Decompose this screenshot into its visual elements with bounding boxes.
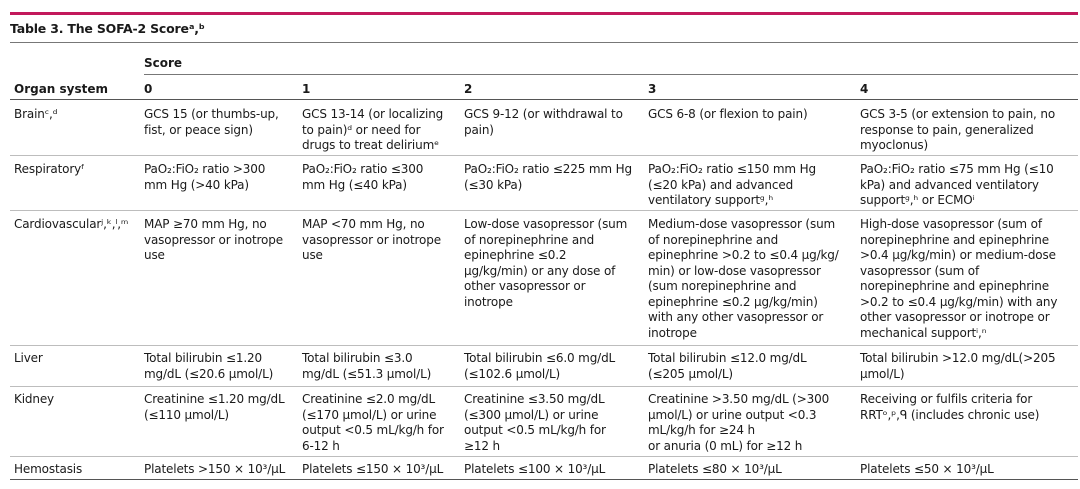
score-cell-3: PaO₂:FiO₂ ratio ≤150 mm Hg (≤20 kPa) and…	[648, 162, 816, 207]
column-header-row: Organ system 0 1 2 3 4	[10, 82, 1078, 98]
row-divider	[10, 345, 1078, 346]
score-cell-2: Platelets ≤100 × 10³/μL	[464, 462, 606, 476]
score-cell-2: Total bilirubin ≤6.0 mg/dL (≤102.6 μmol/…	[464, 351, 616, 381]
organ-label: Brainᶜ,ᵈ	[14, 107, 58, 121]
score-cell-4: Receiving or fulfils criteria for RRTᵒ,ᵖ…	[860, 392, 1040, 422]
score-cell-3: Creatinine >3.50 mg/dL (>300 μmol/L) or …	[648, 392, 830, 453]
header-divider	[10, 99, 1078, 100]
score-cell-1: Total bilirubin ≤3.0 mg/dL (≤51.3 μmol/L…	[302, 351, 432, 381]
score-cell-0: Platelets >150 × 10³/μL	[144, 462, 286, 476]
score-cell-0: Creatinine ≤1.20 mg/dL (≤110 μmol/L)	[144, 392, 285, 422]
score-cell-1: MAP <70 mm Hg, no vasopressor or inotrop…	[302, 217, 441, 262]
score-cell-4: Total bilirubin >12.0 mg/dL(>205 μmol/L)	[860, 351, 1056, 381]
score-cell-3: GCS 6-8 (or flexion to pain)	[648, 107, 808, 121]
score-cell-1: Creatinine ≤2.0 mg/dL (≤170 μmol/L) or u…	[302, 392, 444, 453]
bottom-divider	[10, 479, 1078, 480]
organ-label: Kidney	[14, 392, 55, 406]
header-organ-system: Organ system	[14, 82, 109, 96]
score-cell-2: GCS 9-12 (or withdrawal to pain)	[464, 107, 623, 137]
score-cell-3: Total bilirubin ≤12.0 mg/dL (≤205 μmol/L…	[648, 351, 807, 381]
score-cell-4: PaO₂:FiO₂ ratio ≤75 mm Hg (≤10 kPa) and …	[860, 162, 1054, 207]
row-divider	[10, 155, 1078, 156]
score-cell-4: GCS 3-5 (or extension to pain, no respon…	[860, 107, 1056, 152]
row-divider	[10, 386, 1078, 387]
score-cell-2: Creatinine ≤3.50 mg/dL (≤300 μmol/L) or …	[464, 392, 606, 453]
header-score-2: 2	[464, 82, 473, 96]
score-cell-1: PaO₂:FiO₂ ratio ≤300 mm Hg (≤40 kPa)	[302, 162, 424, 192]
header-score-4: 4	[860, 82, 869, 96]
score-cell-1: Platelets ≤150 × 10³/μL	[302, 462, 444, 476]
row-divider	[10, 456, 1078, 457]
organ-label: Cardiovascularʲ,ᵏ,ˡ,ᵐ	[14, 217, 129, 231]
score-cell-0: MAP ≥70 mm Hg, no vasopressor or inotrop…	[144, 217, 283, 262]
score-group-header: Score	[144, 56, 183, 70]
score-cell-2: Low-dose vasopressor (sum of norepinephr…	[464, 217, 628, 309]
header-score-0: 0	[144, 82, 153, 96]
title-divider	[10, 42, 1078, 43]
organ-label: Liver	[14, 351, 43, 365]
score-cell-1: GCS 13-14 (or localizing to pain)ᵈ or ne…	[302, 107, 444, 152]
score-cell-0: Total bilirubin ≤1.20 mg/dL (≤20.6 μmol/…	[144, 351, 274, 381]
organ-label: Hemostasis	[14, 462, 83, 476]
header-score-1: 1	[302, 82, 311, 96]
score-cell-3: Medium-dose vasopressor (sum of norepine…	[648, 217, 839, 340]
score-cell-4: Platelets ≤50 × 10³/μL	[860, 462, 994, 476]
table-title: Table 3. The SOFA-2 Scoreᵃ,ᵇ	[10, 21, 205, 36]
score-cell-0: PaO₂:FiO₂ ratio >300 mm Hg (>40 kPa)	[144, 162, 266, 192]
score-divider	[144, 74, 1078, 75]
score-cell-2: PaO₂:FiO₂ ratio ≤225 mm Hg (≤30 kPa)	[464, 162, 632, 192]
row-divider	[10, 210, 1078, 211]
score-cell-0: GCS 15 (or thumbs-up, fist, or peace sig…	[144, 107, 279, 137]
score-cell-4: High-dose vasopressor (sum of norepineph…	[860, 217, 1058, 340]
organ-label: Respiratoryᶠ	[14, 162, 85, 176]
top-accent-rule	[10, 12, 1078, 15]
header-score-3: 3	[648, 82, 657, 96]
score-cell-3: Platelets ≤80 × 10³/μL	[648, 462, 782, 476]
